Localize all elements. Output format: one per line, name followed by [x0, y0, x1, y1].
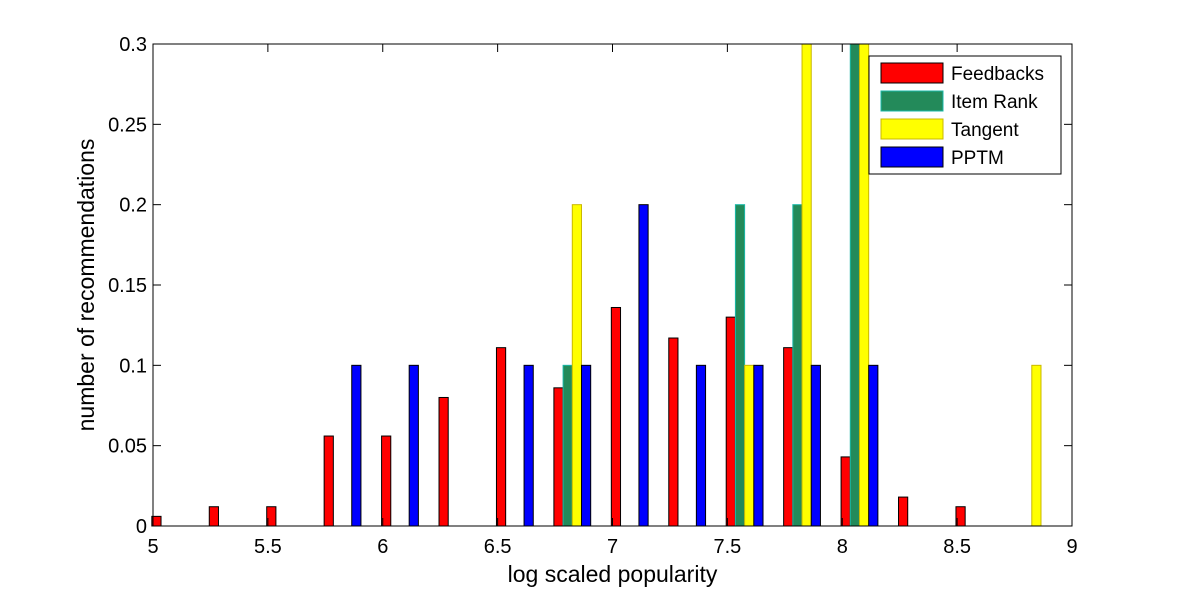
ticks-group: 5 5.5 6 6.5 7 7.5 8 8.5 9 0 0.05 0.1 0.15 0.2 0.25 0.3 — [108, 34, 1078, 558]
x-tick-label-3: 6.5 — [484, 536, 512, 558]
legend-swatch-item-rank — [880, 90, 944, 112]
x-tick-label-2: 6 — [377, 536, 388, 558]
y-tick-label-4: 0.2 — [119, 195, 147, 217]
bar-tangent-15 — [1031, 364, 1042, 527]
bar-feedbacks-1 — [208, 506, 219, 527]
bar-item-rank-11 — [792, 204, 803, 527]
x-tick-label-5: 7.5 — [713, 536, 741, 558]
bar-feedbacks-10 — [725, 316, 736, 527]
x-tick-label-1: 5.5 — [254, 536, 282, 558]
x-tick-label-8: 9 — [1066, 536, 1077, 558]
bar-feedbacks-9 — [668, 337, 679, 527]
legend-label-item-rank: Item Rank — [951, 92, 1038, 113]
y-tick-label-3: 0.15 — [108, 275, 147, 297]
legend: Feedbacks Item Rank Tangent PPTM — [868, 55, 1062, 175]
bar-pptm-9 — [695, 364, 707, 527]
bar-pptm-7 — [580, 364, 592, 527]
y-tick-label-1: 0.05 — [108, 436, 147, 458]
bar-feedbacks-5 — [438, 396, 449, 527]
y-tick-label-2: 0.1 — [119, 355, 147, 377]
y-tick-label-5: 0.25 — [108, 114, 147, 136]
bar-feedbacks-3 — [323, 435, 334, 527]
bar-feedbacks-11 — [783, 347, 794, 527]
bar-tangent-10 — [744, 364, 755, 527]
bar-feedbacks-4 — [381, 435, 392, 527]
legend-swatch-feedbacks — [880, 62, 944, 84]
legend-swatch-pptm — [880, 146, 944, 168]
legend-label-feedbacks: Feedbacks — [951, 64, 1044, 85]
legend-swatch-tangent — [880, 118, 944, 140]
bar-pptm-11 — [810, 364, 821, 527]
bar-tangent-11 — [801, 43, 812, 527]
bar-item-rank-7 — [562, 364, 573, 527]
bar-pptm-6 — [523, 364, 534, 527]
bar-feedbacks-7 — [553, 387, 564, 527]
bar-pptm-3 — [351, 364, 362, 527]
x-tick-label-4: 7 — [607, 536, 618, 558]
bar-tangent-7 — [571, 204, 582, 527]
x-axis-label: log scaled popularity — [508, 561, 718, 587]
x-tick-label-6: 8 — [837, 536, 848, 558]
bar-feedbacks-12 — [840, 456, 851, 527]
bar-pptm-8 — [638, 204, 649, 527]
y-tick-label-6: 0.3 — [119, 34, 147, 56]
bar-feedbacks-8 — [610, 306, 622, 527]
y-axis-label: number of recommendations — [73, 139, 99, 432]
bar-pptm-10 — [753, 364, 764, 527]
bar-pptm-12 — [868, 364, 879, 527]
bar-item-rank-10 — [734, 204, 746, 527]
bar-feedbacks-6 — [495, 347, 507, 527]
bar-pptm-4 — [408, 364, 419, 527]
x-tick-label-0: 5 — [147, 536, 158, 558]
x-tick-label-7: 8.5 — [943, 536, 971, 558]
legend-label-tangent: Tangent — [951, 120, 1019, 141]
bar-item-rank-12 — [849, 43, 860, 527]
bar-tangent-12 — [858, 43, 870, 527]
y-tick-label-0: 0 — [136, 516, 147, 538]
bar-feedbacks-13 — [898, 496, 909, 527]
legend-label-pptm: PPTM — [951, 148, 1004, 169]
